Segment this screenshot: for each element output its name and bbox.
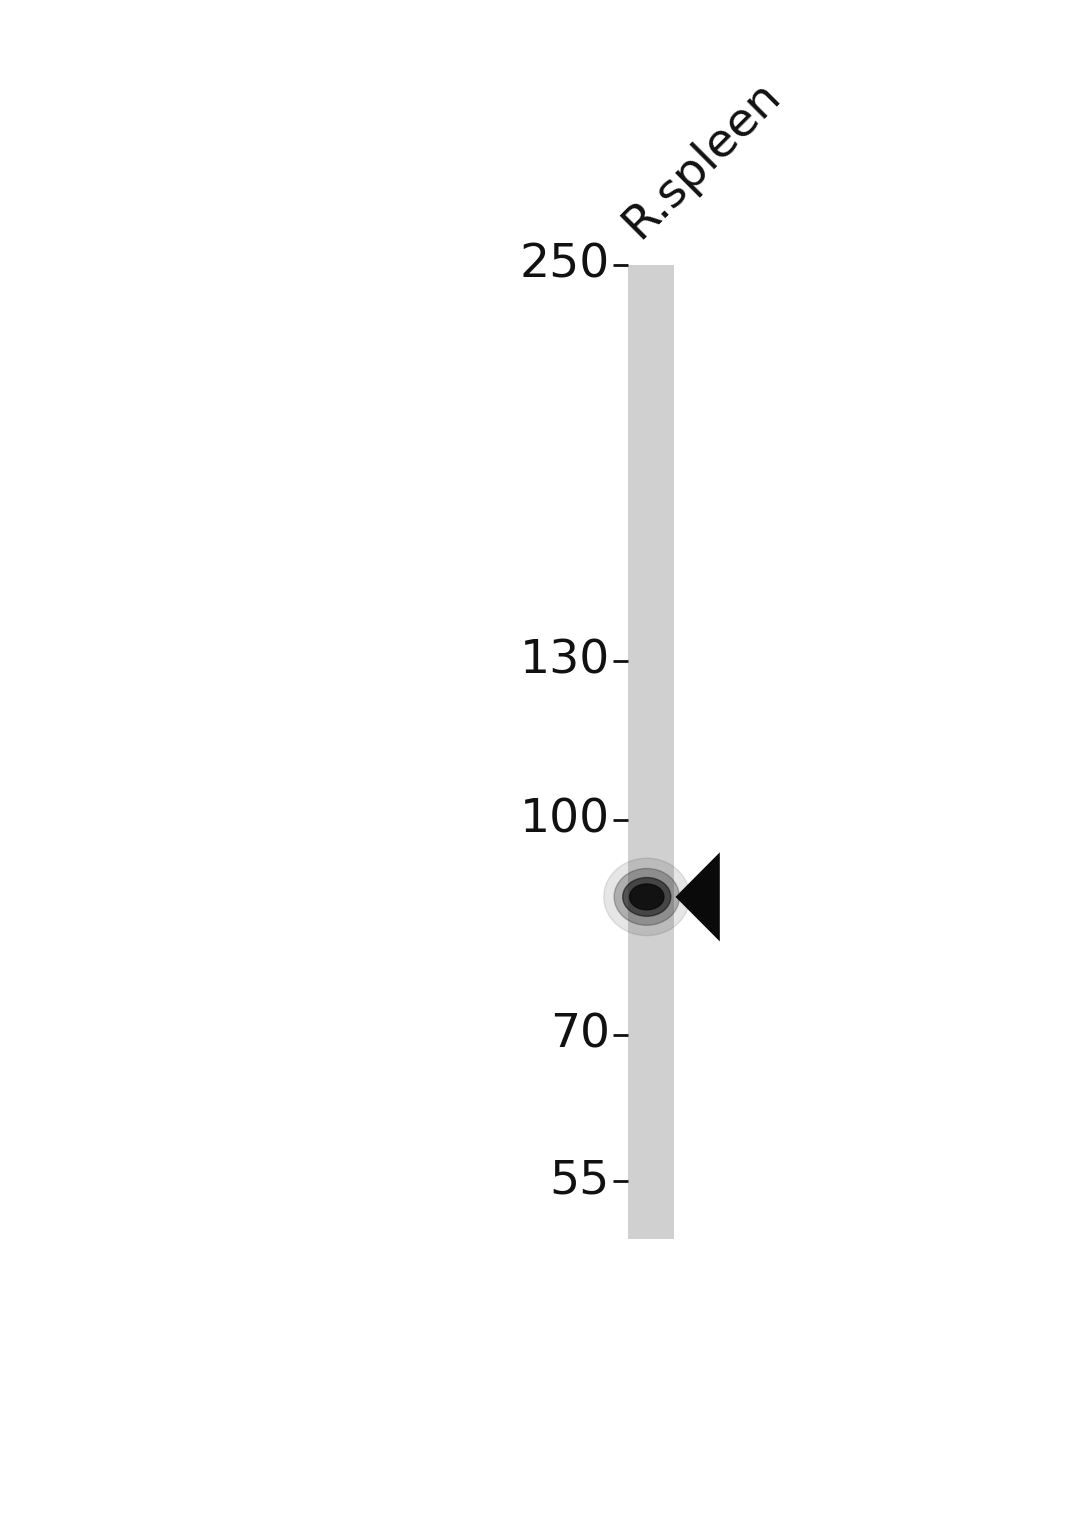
Bar <box>628 265 674 1239</box>
Text: 130: 130 <box>519 639 610 683</box>
Ellipse shape <box>630 884 664 910</box>
Text: 100: 100 <box>519 797 610 843</box>
Ellipse shape <box>614 869 679 925</box>
Text: 70: 70 <box>549 1013 610 1058</box>
Text: 250: 250 <box>519 242 610 288</box>
Polygon shape <box>675 852 720 942</box>
Ellipse shape <box>622 878 671 916</box>
Text: R.spleen: R.spleen <box>615 73 790 247</box>
Ellipse shape <box>604 858 690 936</box>
Text: 55: 55 <box>549 1158 610 1204</box>
